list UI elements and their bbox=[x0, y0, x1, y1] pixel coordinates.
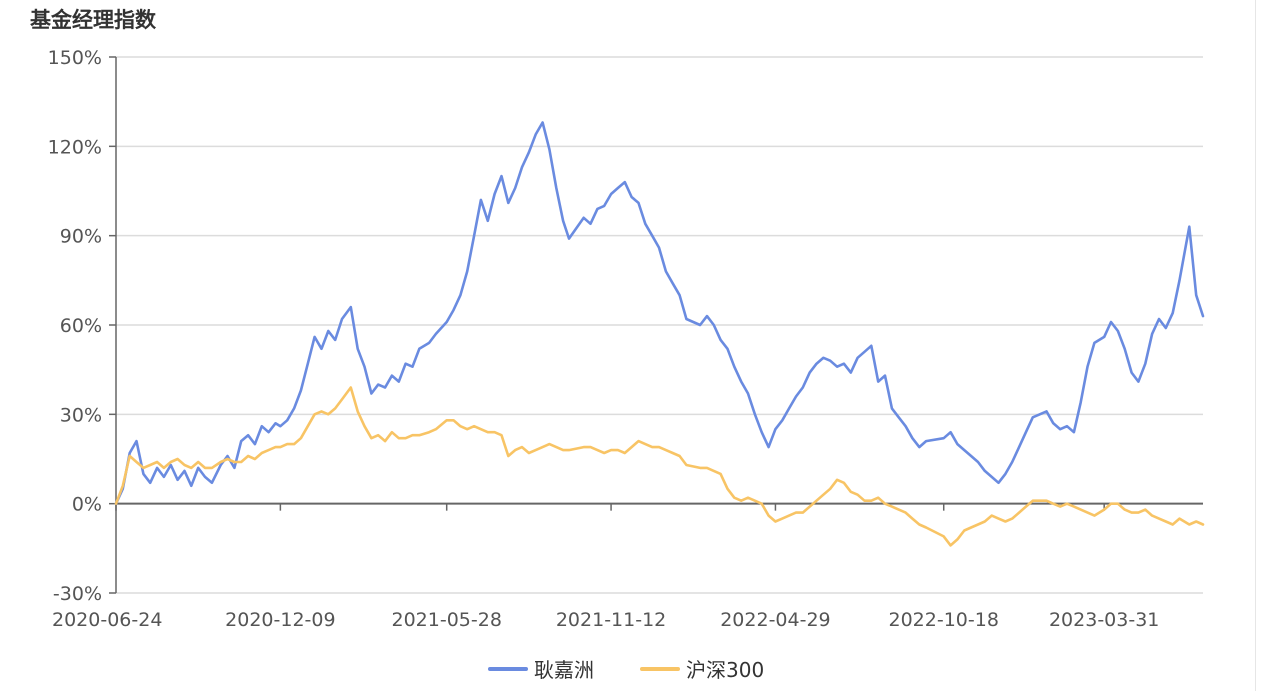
series-lines bbox=[114, 121, 1205, 547]
y-tick-label: -30% bbox=[53, 583, 102, 605]
series-line-0 bbox=[114, 121, 1205, 506]
x-tick-label: 2021-11-12 bbox=[556, 609, 666, 631]
y-axis-ticks: -30% 0% 30% 60% 90% 120% 150% bbox=[48, 47, 117, 605]
series-line-1 bbox=[114, 386, 1205, 547]
x-tick-label: 2020-12-09 bbox=[225, 609, 335, 631]
legend[interactable]: 耿嘉洲 沪深300 bbox=[488, 658, 764, 682]
y-tick-label: 120% bbox=[48, 136, 102, 158]
x-axis: 2020-06-24 2020-12-09 2021-05-28 2021-11-12… bbox=[52, 503, 1159, 631]
chart-title: 基金经理指数 bbox=[30, 8, 156, 32]
legend-label: 沪深300 bbox=[686, 658, 764, 682]
y-tick-label: 150% bbox=[48, 47, 102, 69]
y-tick-label: 0% bbox=[72, 494, 102, 516]
x-tick-label: 2021-05-28 bbox=[391, 609, 501, 631]
y-tick-label: 90% bbox=[60, 226, 102, 248]
y-tick-label: 60% bbox=[60, 315, 102, 337]
x-tick-label: 2020-06-24 bbox=[52, 609, 162, 631]
x-tick-label: 2022-10-18 bbox=[889, 609, 999, 631]
y-tick-label: 30% bbox=[60, 404, 102, 426]
panel-divider bbox=[1255, 0, 1256, 691]
x-tick-label: 2023-03-31 bbox=[1049, 609, 1159, 631]
legend-label: 耿嘉洲 bbox=[534, 658, 594, 682]
grid-lines bbox=[116, 56, 1203, 594]
x-tick-label: 2022-04-29 bbox=[720, 609, 830, 631]
